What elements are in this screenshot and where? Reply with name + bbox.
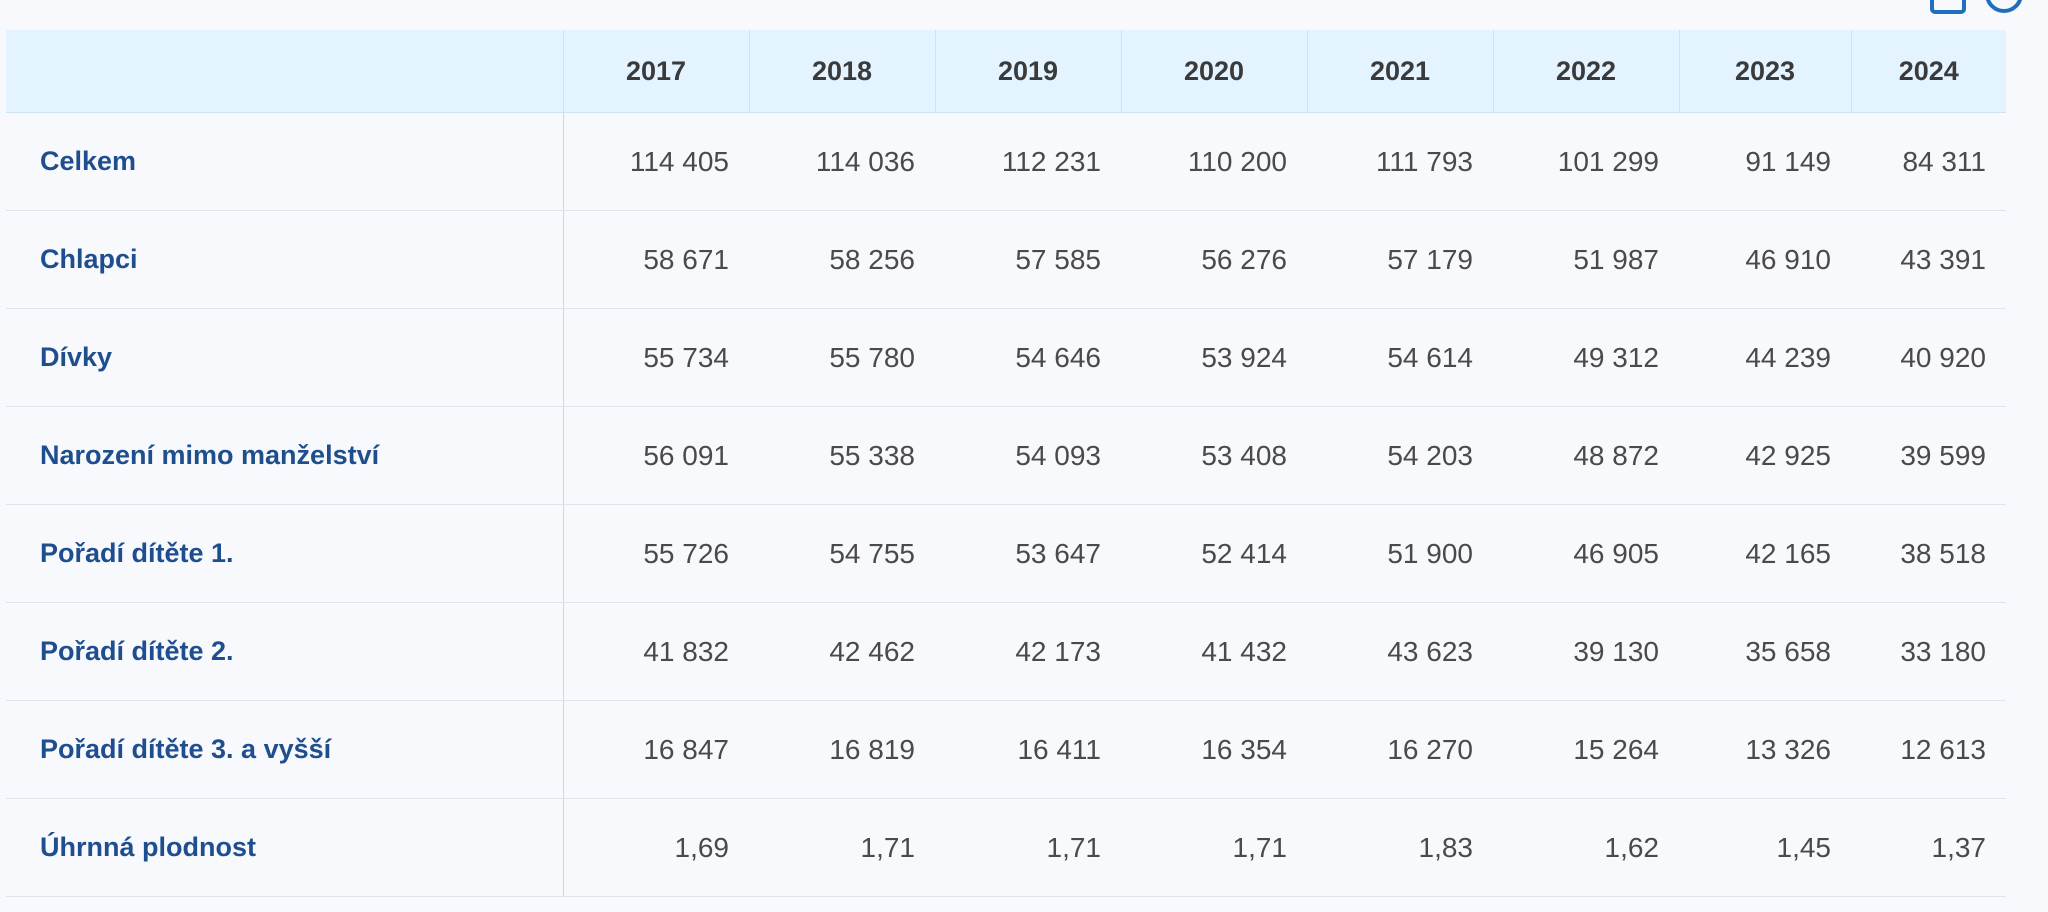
table-cell: 111 793 (1307, 112, 1493, 211)
header-year-2019[interactable]: 2019 (934, 30, 1121, 113)
row-label: Úhrnná plodnost (6, 798, 564, 897)
table-cell: 39 130 (1493, 602, 1679, 701)
table-cell: 53 408 (1121, 406, 1307, 505)
table-cell: 39 599 (1851, 406, 2006, 505)
table-cell: 58 671 (563, 210, 749, 309)
table-row: Dívky 55 734 55 780 54 646 53 924 54 614 49 31… (6, 308, 2006, 407)
table-cell: 41 832 (563, 602, 749, 701)
table-row: Narození mimo manželství 56 091 55 338 54 0… (6, 406, 2006, 505)
table-row: Pořadí dítěte 2. 41 832 42 462 42 173 41 432… (6, 602, 2006, 701)
table-cell: 58 256 (749, 210, 935, 309)
header-empty-cell (6, 30, 563, 113)
table-cell: 44 239 (1679, 308, 1851, 407)
table-cell: 1,45 (1679, 798, 1851, 897)
table-cell: 1,71 (749, 798, 935, 897)
table-cell: 13 326 (1679, 700, 1851, 799)
table-cell: 1,71 (935, 798, 1121, 897)
table-cell: 33 180 (1851, 602, 2006, 701)
table-cell: 114 405 (563, 112, 749, 211)
row-label: Pořadí dítěte 1. (6, 504, 564, 603)
table-cell: 54 614 (1307, 308, 1493, 407)
table-cell: 35 658 (1679, 602, 1851, 701)
table-cell: 43 391 (1851, 210, 2006, 309)
table-cell: 16 847 (563, 700, 749, 799)
table-cell: 40 920 (1851, 308, 2006, 407)
table-cell: 57 179 (1307, 210, 1493, 309)
table-cell: 55 726 (563, 504, 749, 603)
header-year-2024[interactable]: 2024 (1850, 30, 2006, 113)
table-body: Celkem 114 405 114 036 112 231 110 200 111 79… (6, 112, 2006, 897)
table-cell: 16 354 (1121, 700, 1307, 799)
table-cell: 1,37 (1851, 798, 2006, 897)
table-cell: 112 231 (935, 112, 1121, 211)
table-cell: 51 900 (1307, 504, 1493, 603)
header-year-2017[interactable]: 2017 (562, 30, 749, 113)
table-cell: 110 200 (1121, 112, 1307, 211)
table-cell: 1,71 (1121, 798, 1307, 897)
table-cell: 52 414 (1121, 504, 1307, 603)
table-cell: 57 585 (935, 210, 1121, 309)
table-cell: 114 036 (749, 112, 935, 211)
table-cell: 54 755 (749, 504, 935, 603)
row-label: Chlapci (6, 210, 564, 309)
table-cell: 46 905 (1493, 504, 1679, 603)
table-cell: 38 518 (1851, 504, 2006, 603)
table-cell: 54 646 (935, 308, 1121, 407)
table-cell: 56 091 (563, 406, 749, 505)
table-cell: 1,69 (563, 798, 749, 897)
row-label: Dívky (6, 308, 564, 407)
table-cell: 53 924 (1121, 308, 1307, 407)
data-table-container: 2017 2018 2019 2020 2021 2022 2023 2024 … (6, 30, 2006, 897)
header-year-2023[interactable]: 2023 (1678, 30, 1851, 113)
table-row: Pořadí dítěte 3. a vyšší 16 847 16 819 16 4… (6, 700, 2006, 799)
table-cell: 53 647 (935, 504, 1121, 603)
table-cell: 56 276 (1121, 210, 1307, 309)
table-cell: 42 462 (749, 602, 935, 701)
table-cell: 41 432 (1121, 602, 1307, 701)
table-row: Chlapci 58 671 58 256 57 585 56 276 57 179 51 … (6, 210, 2006, 309)
table-cell: 43 623 (1307, 602, 1493, 701)
table-cell: 91 149 (1679, 112, 1851, 211)
row-label: Pořadí dítěte 3. a vyšší (6, 700, 564, 799)
table-cell: 55 338 (749, 406, 935, 505)
table-row: Pořadí dítěte 1. 55 726 54 755 53 647 52 414… (6, 504, 2006, 603)
table-cell: 54 203 (1307, 406, 1493, 505)
table-cell: 54 093 (935, 406, 1121, 505)
toolbar-icons (1920, 0, 2030, 14)
row-label: Narození mimo manželství (6, 406, 564, 505)
table-cell: 12 613 (1851, 700, 2006, 799)
table-row: Celkem 114 405 114 036 112 231 110 200 111 79… (6, 112, 2006, 211)
table-cell: 15 264 (1493, 700, 1679, 799)
table-cell: 42 165 (1679, 504, 1851, 603)
table-header-row: 2017 2018 2019 2020 2021 2022 2023 2024 (6, 30, 2006, 113)
table-cell: 16 411 (935, 700, 1121, 799)
table-cell: 1,83 (1307, 798, 1493, 897)
header-year-2022[interactable]: 2022 (1492, 30, 1679, 113)
table-cell: 42 173 (935, 602, 1121, 701)
table-cell: 42 925 (1679, 406, 1851, 505)
row-label: Pořadí dítěte 2. (6, 602, 564, 701)
table-cell: 49 312 (1493, 308, 1679, 407)
table-cell: 1,62 (1493, 798, 1679, 897)
header-year-2020[interactable]: 2020 (1120, 30, 1307, 113)
data-table: 2017 2018 2019 2020 2021 2022 2023 2024 … (6, 30, 2006, 897)
row-label: Celkem (6, 112, 564, 211)
table-cell: 16 270 (1307, 700, 1493, 799)
table-cell: 101 299 (1493, 112, 1679, 211)
table-cell: 46 910 (1679, 210, 1851, 309)
table-row: Úhrnná plodnost 1,69 1,71 1,71 1,71 1,83 1,62 1… (6, 798, 2006, 897)
table-cell: 48 872 (1493, 406, 1679, 505)
table-cell: 51 987 (1493, 210, 1679, 309)
table-cell: 16 819 (749, 700, 935, 799)
table-cell: 55 734 (563, 308, 749, 407)
header-year-2018[interactable]: 2018 (748, 30, 935, 113)
header-year-2021[interactable]: 2021 (1306, 30, 1493, 113)
table-cell: 84 311 (1851, 112, 2006, 211)
table-cell: 55 780 (749, 308, 935, 407)
